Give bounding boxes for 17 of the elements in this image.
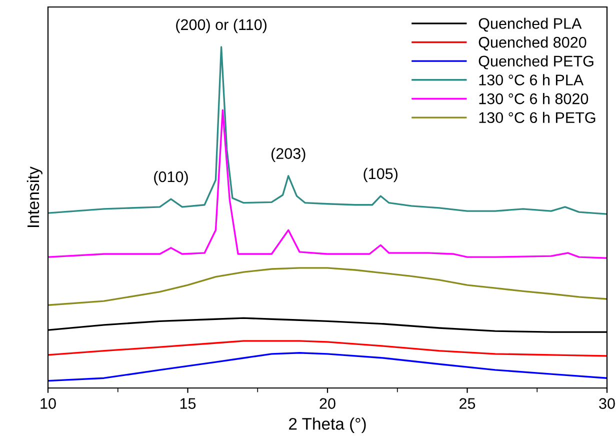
legend-label: 130 °C 6 h PETG (479, 112, 596, 124)
legend-label: 130 °C 6 h PLA (479, 74, 584, 86)
x-tick-label: 10 (40, 398, 56, 409)
legend-label: Quenched 8020 (478, 36, 586, 50)
annotation: (200) or (110) (176, 18, 266, 34)
y-axis-title: Intensity (26, 166, 42, 227)
x-tick-label: 20 (320, 398, 336, 409)
legend-label: Quenched PLA (478, 18, 582, 32)
legend-label: Quenched PETG (478, 55, 594, 70)
legend-label: 130 °C 6 h 8020 (479, 92, 588, 104)
x-tick-label: 15 (180, 398, 196, 409)
x-tick-label: 25 (460, 398, 476, 409)
annotation: (203) (271, 148, 306, 162)
annotation: (105) (364, 168, 398, 182)
x-tick-label: 30 (599, 398, 615, 409)
annotation: (010) (154, 170, 188, 186)
x-axis-title: 2 Theta (°) (289, 418, 366, 434)
